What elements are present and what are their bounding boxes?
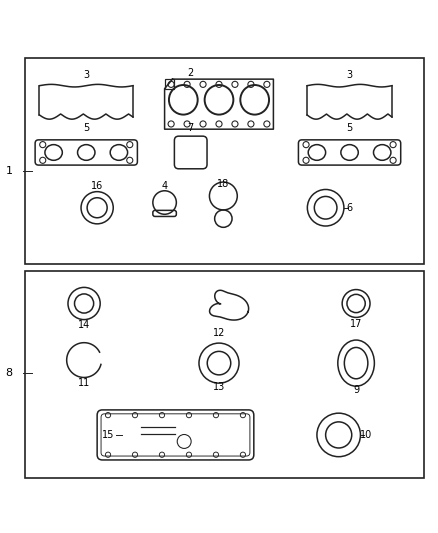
Text: 8: 8 bbox=[6, 368, 13, 378]
Text: 5: 5 bbox=[83, 123, 89, 133]
Text: 10: 10 bbox=[360, 430, 372, 440]
Text: 6: 6 bbox=[346, 203, 353, 213]
Text: 13: 13 bbox=[213, 383, 225, 392]
Text: 3: 3 bbox=[346, 70, 353, 80]
Text: 7: 7 bbox=[187, 123, 194, 133]
Text: 11: 11 bbox=[78, 378, 90, 388]
Text: 5: 5 bbox=[346, 123, 353, 133]
Text: 1: 1 bbox=[6, 166, 13, 176]
Text: 3: 3 bbox=[83, 70, 89, 80]
Text: 12: 12 bbox=[213, 328, 225, 337]
Text: 4: 4 bbox=[162, 181, 168, 191]
Text: 2: 2 bbox=[187, 68, 194, 78]
Text: 16: 16 bbox=[91, 181, 103, 191]
Text: 9: 9 bbox=[353, 385, 359, 395]
Bar bbox=[25, 271, 424, 478]
Text: 15: 15 bbox=[102, 430, 115, 440]
Bar bbox=[25, 58, 424, 264]
Text: 17: 17 bbox=[350, 319, 362, 329]
Text: 14: 14 bbox=[78, 320, 90, 330]
Text: 18: 18 bbox=[217, 179, 230, 189]
